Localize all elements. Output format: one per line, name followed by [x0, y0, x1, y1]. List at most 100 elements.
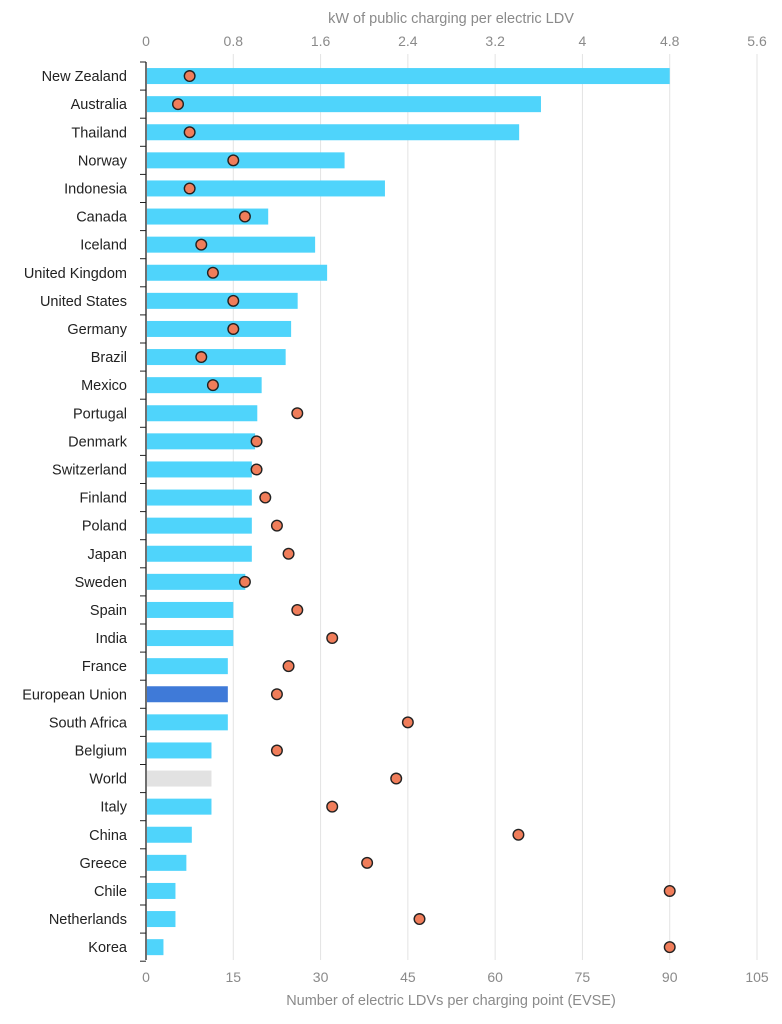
category-label: Greece — [79, 856, 127, 872]
dot — [227, 294, 240, 307]
bottom-tick-label: 30 — [313, 969, 329, 985]
dot — [663, 941, 676, 954]
dot — [259, 491, 272, 504]
dot — [282, 547, 295, 560]
dot — [183, 182, 196, 195]
dot — [326, 800, 339, 813]
dot — [250, 435, 263, 448]
bar — [147, 545, 252, 562]
dot — [270, 688, 283, 701]
category-label: Iceland — [80, 238, 127, 254]
top-tick-label: 4.8 — [660, 33, 680, 49]
dot — [183, 126, 196, 139]
bar — [147, 601, 234, 618]
category-labels: New Zealand Australia Thailand Norway Indone… — [22, 69, 128, 956]
dot — [195, 238, 208, 251]
dot — [206, 266, 219, 279]
dot — [291, 603, 304, 616]
dot — [401, 716, 414, 729]
top-tick-label: 3.2 — [485, 33, 505, 49]
bar — [147, 349, 286, 366]
bar — [147, 152, 345, 169]
category-label: Korea — [88, 940, 128, 956]
bar — [147, 180, 385, 197]
category-label: Spain — [90, 603, 127, 619]
category-label: Brazil — [91, 350, 127, 366]
category-label: Thailand — [71, 125, 127, 141]
dot — [172, 98, 185, 111]
category-label: Denmark — [68, 434, 128, 450]
category-label: Switzerland — [52, 462, 127, 478]
category-label: Portugal — [73, 406, 127, 422]
bar — [147, 68, 670, 85]
category-label: South Africa — [49, 715, 128, 731]
category-label: Indonesia — [64, 181, 128, 197]
bar — [147, 517, 252, 534]
bottom-tick-label: 105 — [745, 969, 769, 985]
dot — [291, 407, 304, 420]
bottom-axis-title: Number of electric LDVs per charging poi… — [286, 993, 616, 1009]
dots — [172, 70, 676, 954]
bottom-axis-ticks: 0 15 30 45 60 75 90 105 — [142, 969, 769, 985]
bar — [147, 489, 252, 506]
category-label: Belgium — [75, 743, 127, 759]
bar — [147, 826, 192, 843]
bar — [147, 320, 292, 337]
top-tick-label: 5.6 — [747, 33, 767, 49]
category-label: Norway — [78, 153, 128, 169]
top-tick-label: 2.4 — [398, 33, 418, 49]
bar — [147, 96, 541, 113]
category-label: Mexico — [81, 378, 127, 394]
bar — [147, 939, 164, 956]
bar — [147, 686, 228, 703]
dot — [183, 70, 196, 83]
bar — [147, 236, 316, 253]
category-label: India — [96, 631, 128, 647]
dot — [270, 519, 283, 532]
bar — [147, 742, 212, 759]
category-label: New Zealand — [42, 69, 127, 85]
category-label: Sweden — [75, 575, 127, 591]
dot — [227, 322, 240, 335]
bar — [147, 658, 228, 675]
category-label: Canada — [76, 210, 128, 226]
bar — [147, 461, 252, 478]
top-tick-label: 0 — [142, 33, 150, 49]
bar — [147, 433, 256, 450]
bar — [147, 630, 234, 647]
top-tick-label: 0.8 — [224, 33, 244, 49]
bottom-tick-label: 60 — [487, 969, 503, 985]
category-label: World — [89, 772, 127, 788]
dot — [512, 828, 525, 841]
bar — [147, 264, 328, 281]
category-label: Poland — [82, 519, 127, 535]
bar — [147, 292, 298, 309]
dot — [227, 154, 240, 167]
bar — [147, 124, 520, 141]
bar — [147, 911, 176, 928]
bar — [147, 770, 212, 787]
bottom-tick-label: 45 — [400, 969, 416, 985]
dot — [361, 856, 374, 869]
dot — [326, 632, 339, 645]
category-label: France — [82, 659, 127, 675]
category-label: Chile — [94, 884, 127, 900]
bottom-tick-label: 0 — [142, 969, 150, 985]
bar — [147, 208, 269, 225]
dot — [195, 351, 208, 364]
dot — [250, 463, 263, 476]
bar — [147, 882, 176, 899]
category-label: Australia — [71, 97, 128, 113]
category-label: Netherlands — [49, 912, 127, 928]
dot — [663, 884, 676, 897]
category-label: Japan — [87, 547, 127, 563]
top-axis-title: kW of public charging per electric LDV — [328, 11, 574, 27]
top-tick-label: 4 — [579, 33, 587, 49]
category-label: Finland — [79, 491, 127, 507]
gridlines — [232, 54, 758, 960]
top-tick-label: 1.6 — [311, 33, 331, 49]
dot — [413, 913, 426, 926]
top-axis-ticks: 0 0.8 1.6 2.4 3.2 4 4.8 5.6 — [142, 33, 767, 49]
bar — [147, 405, 258, 422]
category-label: Germany — [67, 322, 127, 338]
